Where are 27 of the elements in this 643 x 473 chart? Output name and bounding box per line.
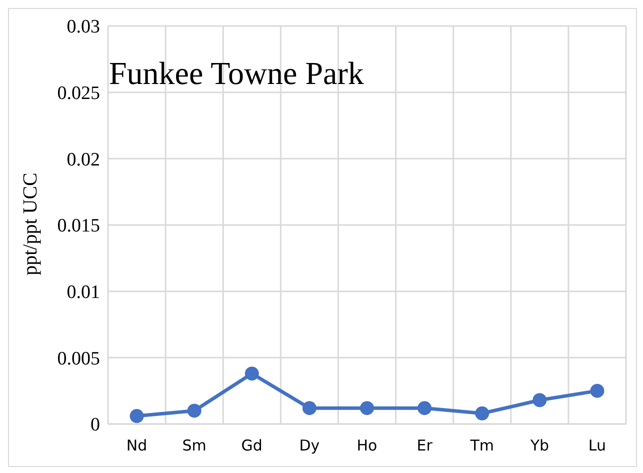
y-tick-label: 0.005 bbox=[57, 348, 100, 370]
y-tick-label: 0 bbox=[90, 414, 100, 436]
x-tick-label: Gd bbox=[241, 436, 262, 455]
y-tick-label: 0.025 bbox=[57, 83, 100, 104]
point bbox=[418, 401, 432, 416]
point bbox=[475, 406, 490, 420]
point bbox=[244, 366, 259, 381]
point bbox=[532, 393, 547, 408]
text: Funkee Towne Park bbox=[109, 55, 364, 92]
x-tick-label: Yb bbox=[529, 436, 550, 455]
x-tick-label: Lu bbox=[588, 436, 606, 455]
point bbox=[590, 384, 604, 398]
point bbox=[187, 404, 202, 418]
y-tick-label: 0.02 bbox=[66, 149, 100, 170]
x-tick-label: Dy bbox=[299, 436, 320, 455]
x-tick-label: Tm bbox=[469, 436, 494, 455]
x-tick-label: Sm bbox=[182, 436, 206, 455]
point bbox=[130, 409, 144, 424]
y-tick-label: 0.01 bbox=[66, 282, 100, 304]
x-tick-label: Nd bbox=[126, 436, 148, 455]
point bbox=[302, 401, 316, 416]
y-tick-label: 0.015 bbox=[57, 216, 100, 237]
x-tick-label: Ho bbox=[356, 436, 378, 455]
y-axis-title: ppt/ppt UCC bbox=[20, 172, 42, 276]
x-tick-label: Er bbox=[416, 436, 434, 455]
point bbox=[360, 401, 374, 416]
y-tick-label: 0.03 bbox=[66, 16, 100, 38]
